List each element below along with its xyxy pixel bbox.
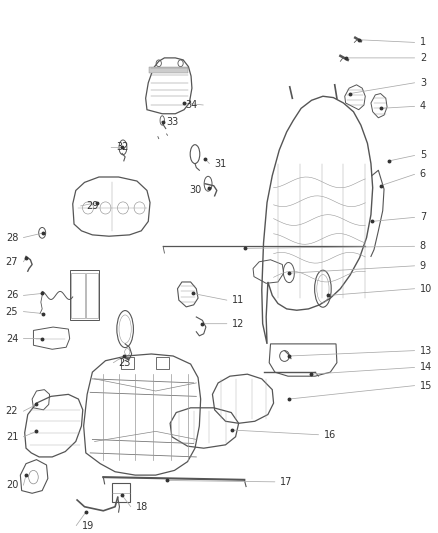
Text: 23: 23 (119, 358, 131, 368)
Text: 12: 12 (232, 319, 244, 329)
Text: 1: 1 (420, 37, 426, 47)
Text: 33: 33 (166, 117, 179, 127)
Text: 2: 2 (420, 53, 426, 63)
Text: 18: 18 (136, 502, 148, 512)
Text: 14: 14 (420, 362, 432, 373)
Text: 30: 30 (189, 185, 201, 196)
Text: 26: 26 (6, 290, 18, 301)
Text: 21: 21 (6, 432, 18, 442)
Text: 4: 4 (420, 101, 426, 111)
Text: 9: 9 (420, 261, 426, 271)
Text: 19: 19 (81, 521, 94, 530)
Text: 10: 10 (420, 284, 432, 294)
Text: 3: 3 (420, 78, 426, 88)
Text: 20: 20 (6, 480, 18, 490)
Text: 5: 5 (420, 150, 426, 160)
Text: 22: 22 (6, 406, 18, 416)
Text: 6: 6 (420, 169, 426, 179)
Text: 32: 32 (117, 142, 129, 152)
Text: 17: 17 (280, 477, 293, 487)
FancyBboxPatch shape (149, 67, 187, 74)
Text: 28: 28 (6, 232, 18, 243)
Text: 11: 11 (232, 295, 244, 305)
Text: 25: 25 (6, 306, 18, 317)
Text: 15: 15 (420, 381, 432, 391)
Text: 34: 34 (186, 100, 198, 110)
Text: 8: 8 (420, 241, 426, 252)
Text: 27: 27 (6, 257, 18, 267)
Text: 24: 24 (6, 334, 18, 343)
Text: 29: 29 (86, 201, 98, 211)
Text: 13: 13 (420, 345, 432, 356)
Text: 16: 16 (324, 430, 336, 440)
Text: 7: 7 (420, 212, 426, 222)
Text: 31: 31 (215, 158, 227, 168)
